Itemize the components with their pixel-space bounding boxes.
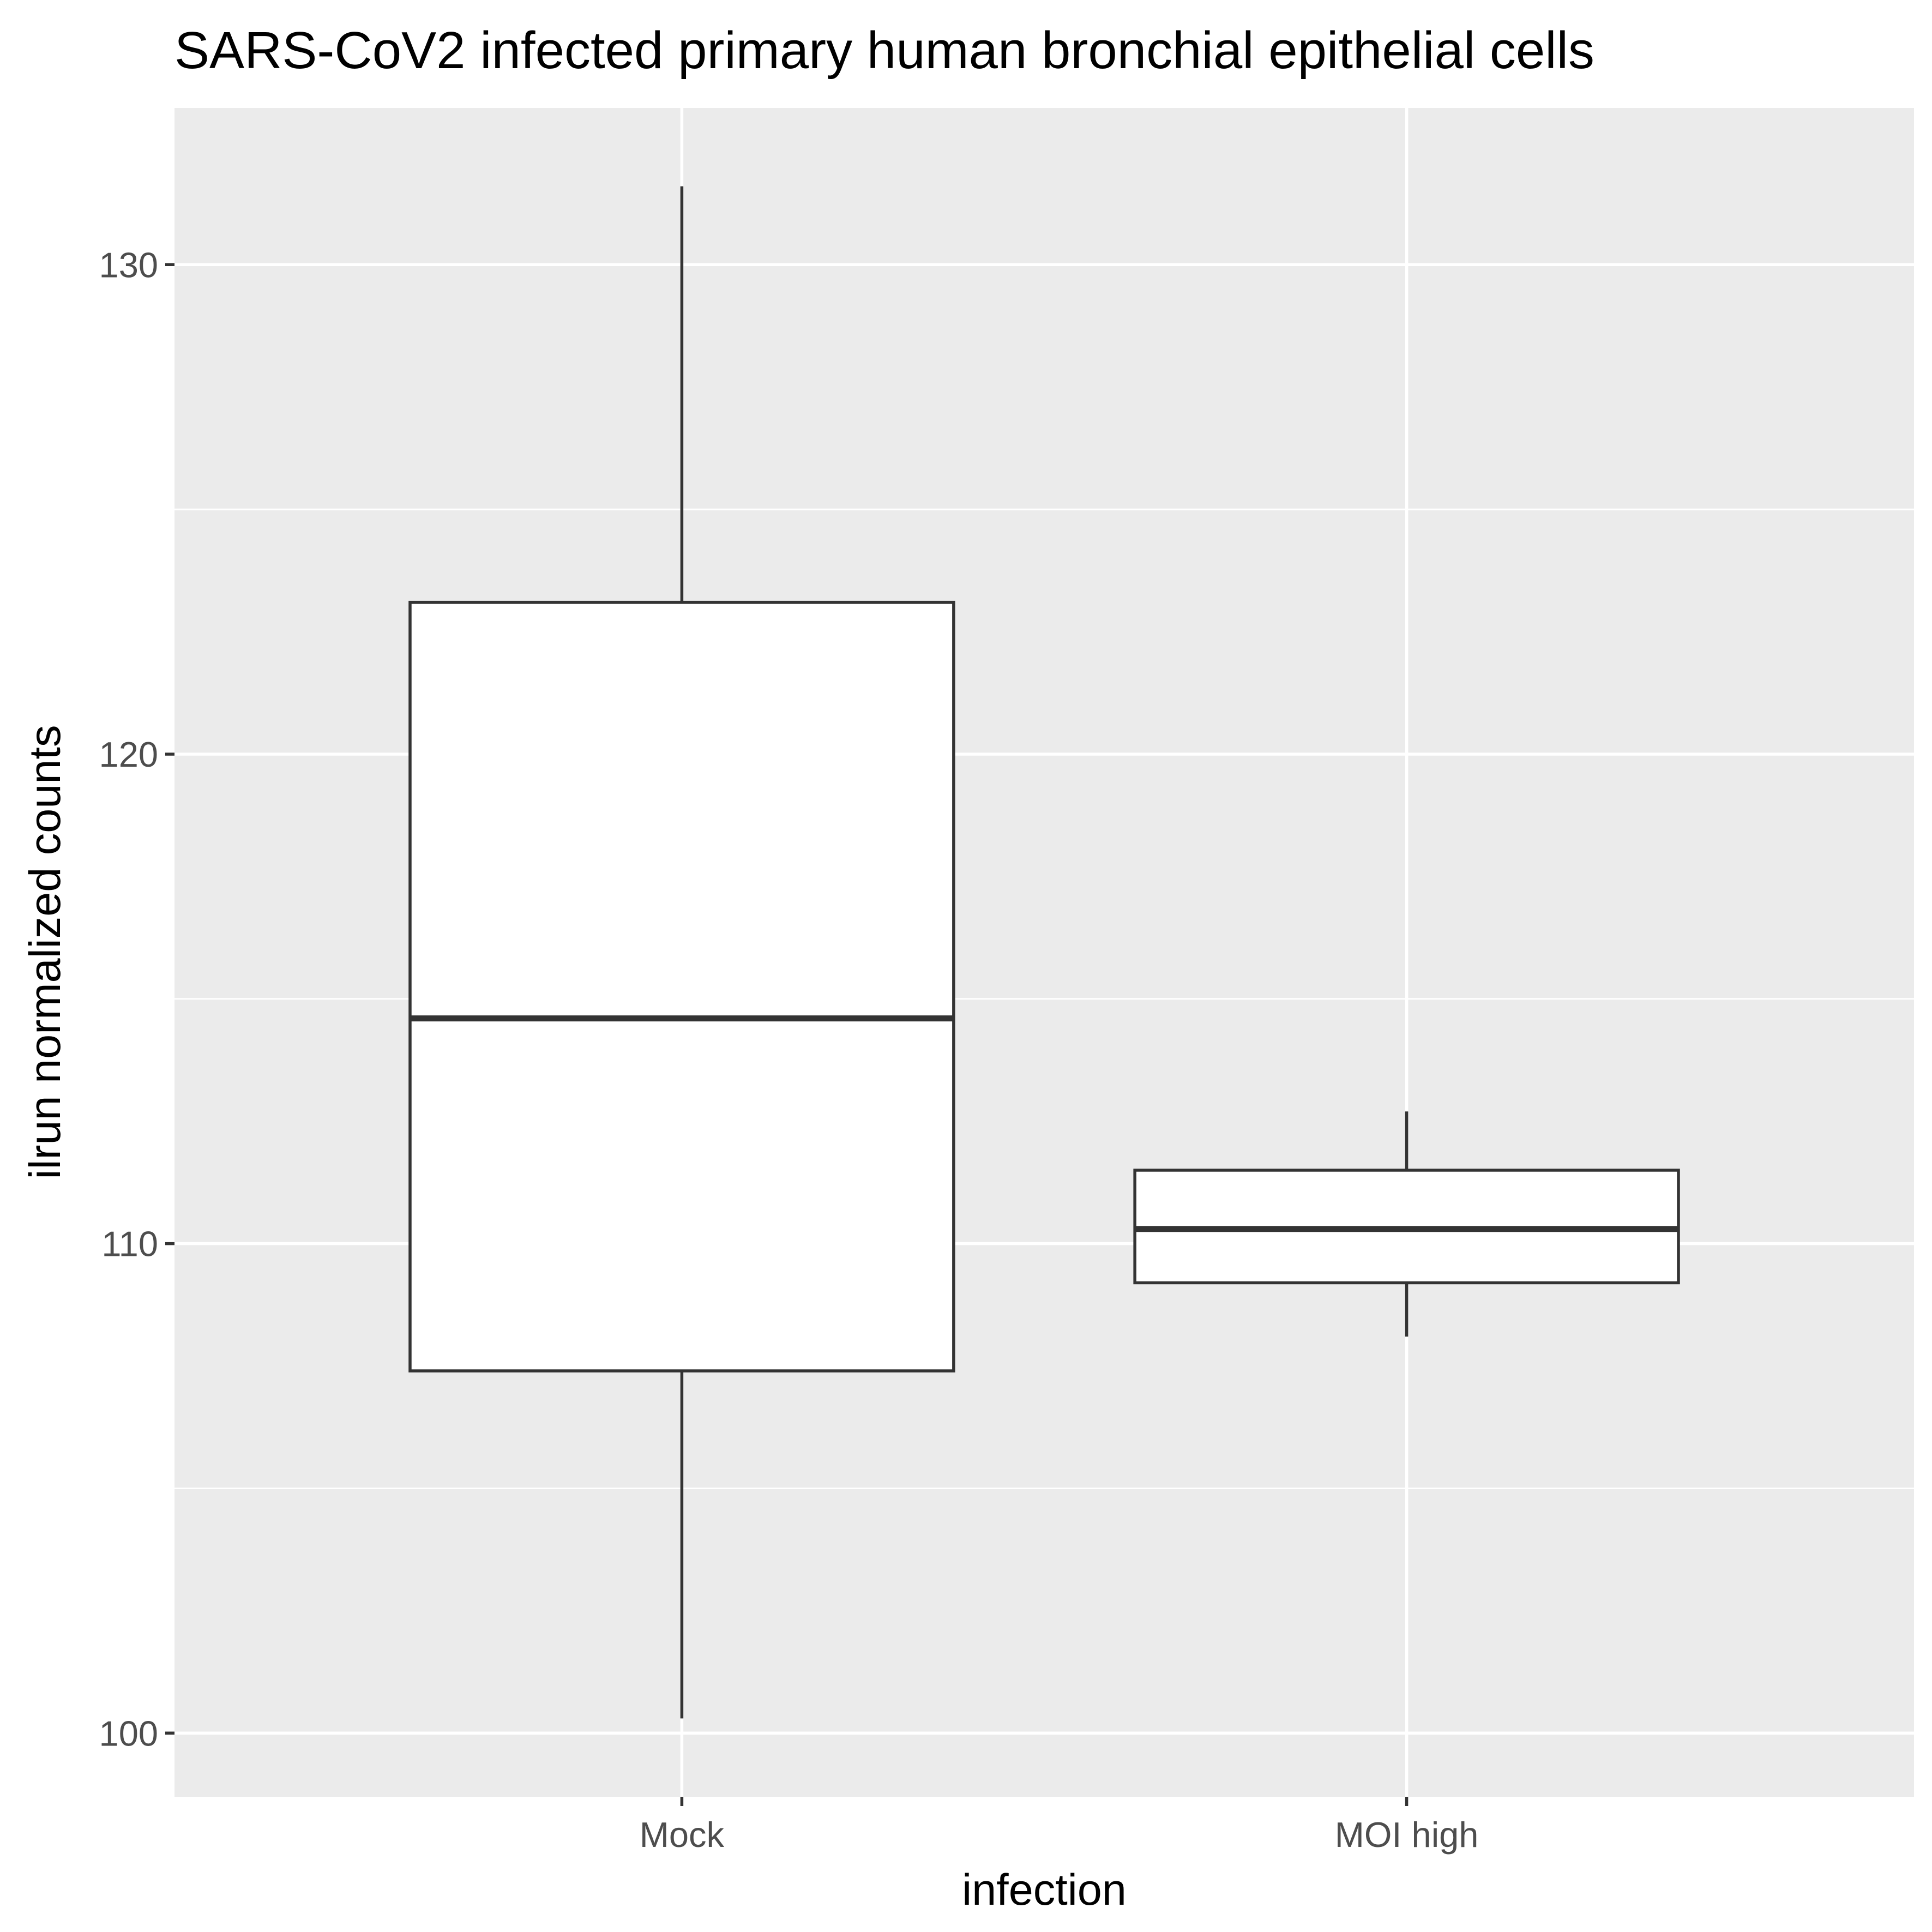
chart-title: SARS-CoV2 infected primary human bronchi… — [174, 21, 1594, 80]
y-tick-label: 100 — [99, 1713, 158, 1753]
x-tick-label: Mock — [640, 1815, 725, 1855]
y-axis-title: ilrun normalized counts — [21, 725, 70, 1179]
y-tick-label: 110 — [101, 1224, 158, 1264]
y-tick-label: 120 — [99, 735, 158, 774]
x-tick-label: MOI high — [1335, 1815, 1479, 1855]
x-axis-title: infection — [962, 1865, 1127, 1915]
x-axis: Mock MOI high — [640, 1797, 1479, 1855]
box-iqr — [408, 600, 955, 1373]
y-tick-label: 130 — [99, 245, 158, 285]
boxes-layer — [408, 186, 1680, 1719]
y-axis: 100 110 120 130 — [99, 245, 174, 1753]
